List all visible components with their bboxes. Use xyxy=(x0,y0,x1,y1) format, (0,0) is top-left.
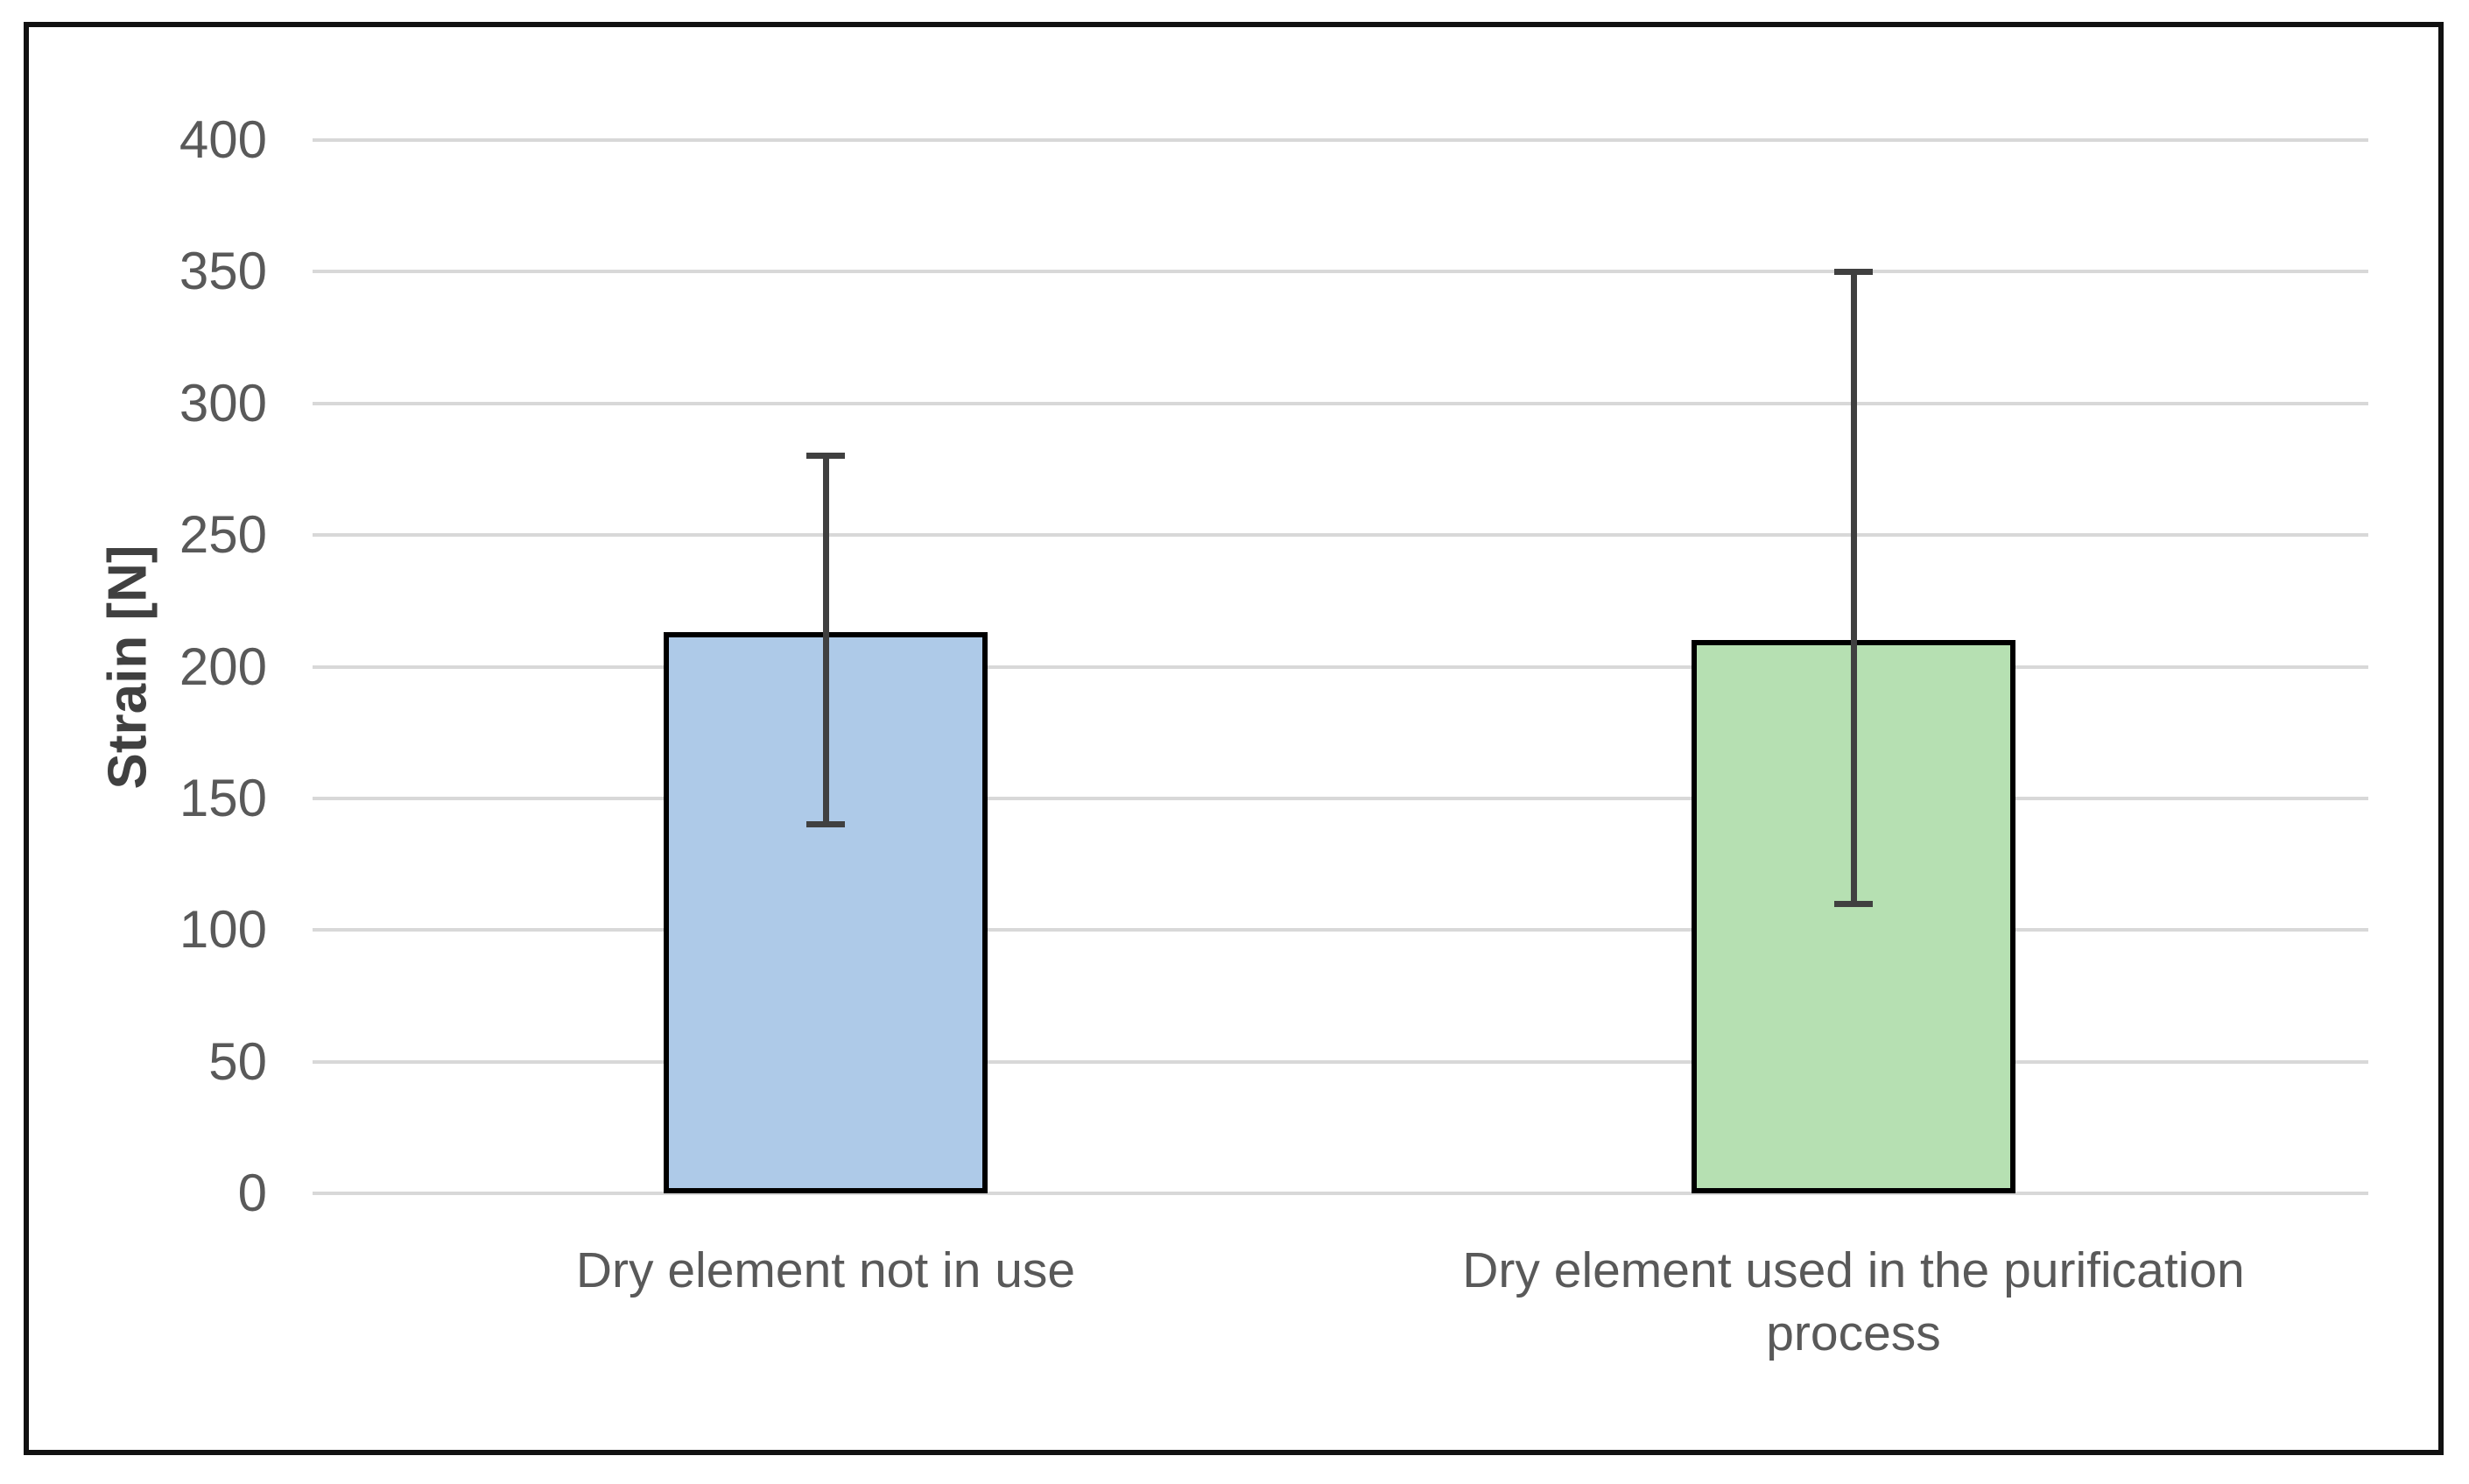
y-tick-label: 150 xyxy=(179,768,267,827)
gridline xyxy=(313,1059,2368,1064)
y-tick-label: 100 xyxy=(179,900,267,960)
chart-outer-border xyxy=(24,22,2444,1455)
gridline xyxy=(313,270,2368,274)
gridline xyxy=(313,796,2368,800)
x-category-label-text: Dry element used in the purification pro… xyxy=(1462,1242,2245,1361)
gridline xyxy=(313,533,2368,538)
error-bar-line xyxy=(1850,271,1857,904)
gridline xyxy=(313,401,2368,405)
gridline xyxy=(313,1192,2368,1195)
y-tick-label: 250 xyxy=(179,505,267,565)
gridline xyxy=(313,138,2368,142)
error-bar-cap-top xyxy=(1834,268,1873,275)
error-bar-cap-top xyxy=(806,453,845,460)
plot-area xyxy=(313,138,2368,1195)
y-tick-label: 300 xyxy=(179,373,267,433)
error-bar-cap-bottom xyxy=(806,821,845,828)
gridline xyxy=(313,928,2368,932)
x-category-label-text: Dry element not in use xyxy=(575,1242,1076,1298)
error-bar-line xyxy=(822,455,829,825)
y-tick-label: 0 xyxy=(237,1164,267,1222)
y-tick-label: 50 xyxy=(208,1031,267,1091)
y-tick-label: 350 xyxy=(179,242,267,301)
error-bar-cap-bottom xyxy=(1834,900,1873,907)
gridline xyxy=(313,665,2368,669)
y-tick-label: 200 xyxy=(179,637,267,696)
x-category-label: Dry element used in the purification pro… xyxy=(1328,1239,2379,1365)
x-category-label: Dry element not in use xyxy=(300,1239,1351,1302)
y-tick-label: 400 xyxy=(179,110,267,169)
